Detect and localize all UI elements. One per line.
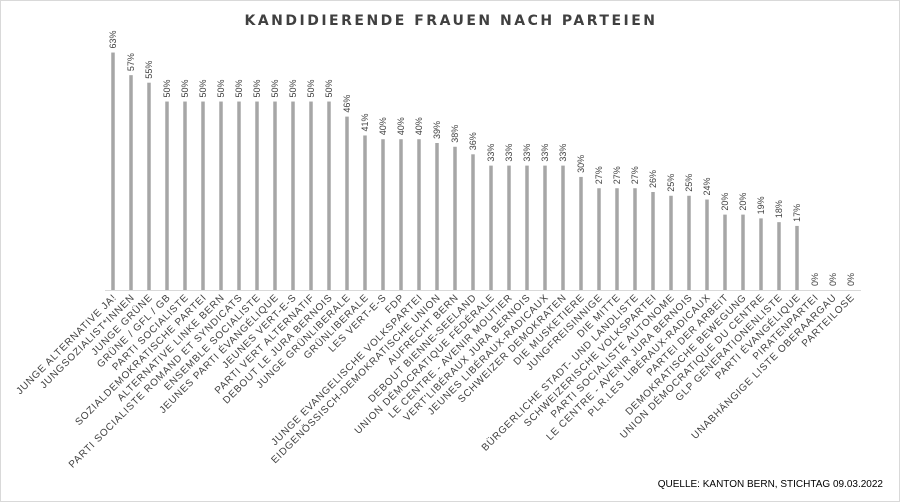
value-label: 55% <box>144 61 154 79</box>
value-label: 0% <box>828 273 838 286</box>
bars-group <box>111 52 799 291</box>
bar <box>669 195 673 290</box>
bar <box>219 101 223 291</box>
bar <box>165 101 169 291</box>
bar <box>741 214 745 290</box>
value-label: 63% <box>108 31 118 49</box>
value-label: 27% <box>612 166 622 184</box>
bar <box>129 75 133 291</box>
source-note: QUELLE: KANTON BERN, STICHTAG 09.03.2022 <box>657 479 883 490</box>
value-label: 50% <box>270 80 280 98</box>
bar <box>291 101 295 291</box>
value-label: 40% <box>396 117 406 135</box>
bar <box>183 101 187 291</box>
value-label: 50% <box>252 80 262 98</box>
bar <box>381 139 385 290</box>
bar <box>777 222 781 290</box>
value-label: 24% <box>702 178 712 196</box>
bar <box>309 101 313 291</box>
value-label: 19% <box>756 196 766 214</box>
bar <box>363 135 367 290</box>
bar <box>687 195 691 290</box>
bar <box>453 146 457 290</box>
bar <box>201 101 205 291</box>
value-label: 50% <box>324 80 334 98</box>
value-label: 0% <box>846 273 856 286</box>
value-label: 50% <box>198 80 208 98</box>
bar <box>543 165 547 290</box>
value-label: 50% <box>216 80 226 98</box>
value-label: 33% <box>522 144 532 162</box>
value-label: 50% <box>306 80 316 98</box>
bar <box>255 101 259 291</box>
bar <box>705 199 709 290</box>
bar <box>471 154 475 290</box>
value-label: 46% <box>342 95 352 113</box>
value-label: 25% <box>684 174 694 192</box>
value-label: 17% <box>792 204 802 222</box>
value-label: 20% <box>720 193 730 211</box>
value-label: 18% <box>774 200 784 218</box>
bar <box>111 52 115 291</box>
value-label: 50% <box>288 80 298 98</box>
value-label: 50% <box>162 80 172 98</box>
bar <box>399 139 403 290</box>
value-label: 33% <box>540 144 550 162</box>
bar <box>273 101 277 291</box>
bar <box>417 139 421 290</box>
value-label: 27% <box>630 166 640 184</box>
value-label: 20% <box>738 193 748 211</box>
value-label: 27% <box>594 166 604 184</box>
value-label: 39% <box>432 121 442 139</box>
value-label: 57% <box>126 53 136 71</box>
bar <box>723 214 727 290</box>
value-label: 26% <box>648 170 658 188</box>
bar <box>579 176 583 290</box>
bar <box>525 165 529 290</box>
bar <box>345 116 349 290</box>
bar <box>615 188 619 290</box>
value-label: 50% <box>180 80 190 98</box>
bar <box>795 225 799 290</box>
value-label: 25% <box>666 174 676 192</box>
chart-title: KANDIDIERENDE FRAUEN NACH PARTEIEN <box>244 13 658 29</box>
bar <box>759 218 763 290</box>
bar <box>507 165 511 290</box>
value-label: 33% <box>504 144 514 162</box>
value-label: 40% <box>378 117 388 135</box>
bar <box>147 82 151 290</box>
value-label: 30% <box>576 155 586 173</box>
value-label: 50% <box>234 80 244 98</box>
bar <box>651 192 655 290</box>
bar <box>561 165 565 290</box>
bar <box>597 188 601 290</box>
bar <box>633 188 637 290</box>
value-label: 0% <box>810 273 820 286</box>
value-label: 38% <box>450 125 460 143</box>
value-label: 41% <box>360 113 370 131</box>
bar <box>327 101 331 291</box>
value-label: 40% <box>414 117 424 135</box>
value-labels-group: 63% 57% 55% 50% 50% 50% 50% 50% 50% 50% 50% 50% 50% 4… <box>108 31 856 286</box>
value-label: 33% <box>558 144 568 162</box>
value-label: 33% <box>486 144 496 162</box>
bar <box>237 101 241 291</box>
bar <box>489 165 493 290</box>
value-label: 36% <box>468 132 478 150</box>
category-labels-group: JUNGE ALTERNATIVE JA!JUNGSOZIALIST*INNEN… <box>14 291 857 471</box>
bar <box>435 143 439 290</box>
